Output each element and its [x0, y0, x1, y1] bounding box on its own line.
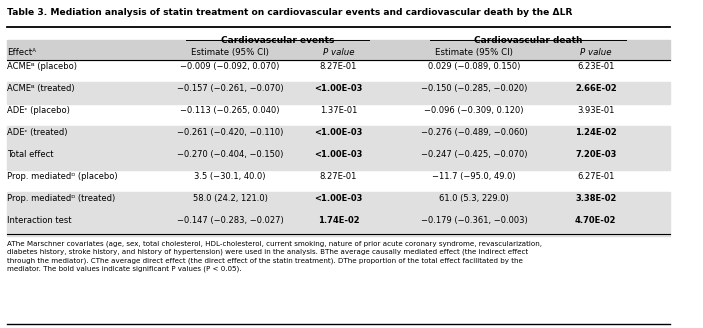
Text: 3.5 (−30.1, 40.0): 3.5 (−30.1, 40.0) [195, 172, 266, 181]
Text: Table 3. Mediation analysis of statin treatment on cardiovascular events and car: Table 3. Mediation analysis of statin tr… [7, 8, 572, 17]
Text: 0.029 (−0.089, 0.150): 0.029 (−0.089, 0.150) [427, 62, 520, 71]
Text: ACMEᴮ (treated): ACMEᴮ (treated) [7, 84, 75, 93]
Text: −0.157 (−0.261, −0.070): −0.157 (−0.261, −0.070) [177, 84, 283, 93]
Text: ADEᶜ (treated): ADEᶜ (treated) [7, 128, 67, 137]
Text: Estimate (95% CI): Estimate (95% CI) [435, 48, 513, 56]
Text: ADEᶜ (placebo): ADEᶜ (placebo) [7, 106, 70, 115]
Text: Estimate (95% CI): Estimate (95% CI) [191, 48, 269, 56]
Bar [7, 82, 670, 104]
Text: 1.24E-02: 1.24E-02 [575, 128, 617, 137]
Text: −0.009 (−0.092, 0.070): −0.009 (−0.092, 0.070) [181, 62, 280, 71]
Text: AThe Marschner covariates (age, sex, total cholesterol, HDL-cholesterol, current: AThe Marschner covariates (age, sex, tot… [7, 240, 542, 272]
Text: 3.93E-01: 3.93E-01 [577, 106, 614, 115]
Text: Interaction test: Interaction test [7, 216, 71, 225]
Text: 8.27E-01: 8.27E-01 [320, 62, 357, 71]
Bar [7, 214, 670, 236]
Text: −0.270 (−0.404, −0.150): −0.270 (−0.404, −0.150) [177, 150, 283, 159]
Text: P value: P value [580, 48, 612, 56]
Text: <1.00E-03: <1.00E-03 [314, 194, 363, 203]
Text: 61.0 (5.3, 229.0): 61.0 (5.3, 229.0) [439, 194, 509, 203]
Text: −0.096 (−0.309, 0.120): −0.096 (−0.309, 0.120) [424, 106, 524, 115]
Text: <1.00E-03: <1.00E-03 [314, 150, 363, 159]
Text: −0.150 (−0.285, −0.020): −0.150 (−0.285, −0.020) [420, 84, 527, 93]
Text: <1.00E-03: <1.00E-03 [314, 128, 363, 137]
Text: Effectᴬ: Effectᴬ [7, 48, 36, 56]
Text: 2.66E-02: 2.66E-02 [575, 84, 617, 93]
Text: −0.276 (−0.489, −0.060): −0.276 (−0.489, −0.060) [420, 128, 527, 137]
Text: P value: P value [323, 48, 354, 56]
Text: −0.179 (−0.361, −0.003): −0.179 (−0.361, −0.003) [420, 216, 527, 225]
Text: 6.27E-01: 6.27E-01 [577, 172, 614, 181]
Text: 1.74E-02: 1.74E-02 [318, 216, 359, 225]
Text: −0.247 (−0.425, −0.070): −0.247 (−0.425, −0.070) [420, 150, 527, 159]
Bar [7, 148, 670, 170]
Text: −0.261 (−0.420, −0.110): −0.261 (−0.420, −0.110) [177, 128, 283, 137]
Text: 4.70E-02: 4.70E-02 [575, 216, 617, 225]
Text: Prop. mediatedᴰ (treated): Prop. mediatedᴰ (treated) [7, 194, 115, 203]
Text: 7.20E-03: 7.20E-03 [575, 150, 617, 159]
Text: ACMEᴮ (placebo): ACMEᴮ (placebo) [7, 62, 77, 71]
Text: Prop. mediatedᴰ (placebo): Prop. mediatedᴰ (placebo) [7, 172, 117, 181]
Text: −11.7 (−95.0, 49.0): −11.7 (−95.0, 49.0) [432, 172, 516, 181]
Bar [7, 192, 670, 214]
Bar [7, 126, 670, 148]
Text: Cardiovascular events: Cardiovascular events [221, 36, 334, 45]
Text: Cardiovascular death: Cardiovascular death [474, 36, 582, 45]
Text: <1.00E-03: <1.00E-03 [314, 84, 363, 93]
Text: 6.23E-01: 6.23E-01 [577, 62, 614, 71]
Text: 58.0 (24.2, 121.0): 58.0 (24.2, 121.0) [193, 194, 268, 203]
Text: 1.37E-01: 1.37E-01 [320, 106, 357, 115]
Text: −0.147 (−0.283, −0.027): −0.147 (−0.283, −0.027) [177, 216, 283, 225]
Text: 8.27E-01: 8.27E-01 [320, 172, 357, 181]
Text: 3.38E-02: 3.38E-02 [575, 194, 617, 203]
Text: Total effect: Total effect [7, 150, 53, 159]
Bar [7, 40, 670, 60]
Text: −0.113 (−0.265, 0.040): −0.113 (−0.265, 0.040) [181, 106, 280, 115]
